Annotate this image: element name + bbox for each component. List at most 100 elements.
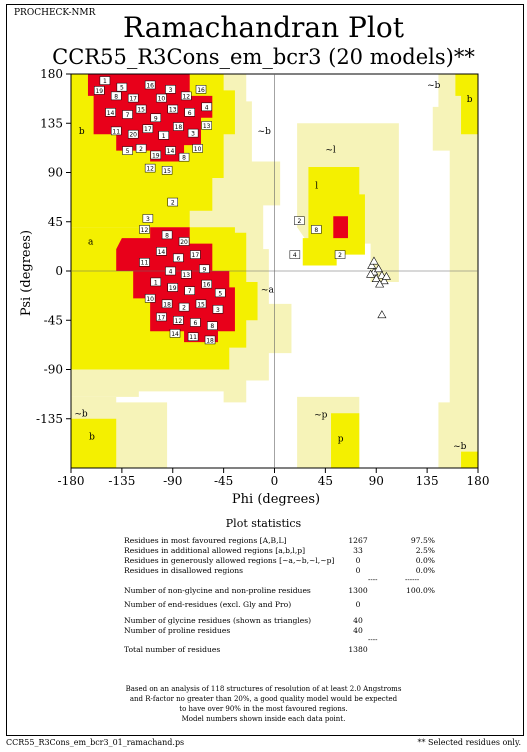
residue-point: 17: [156, 312, 167, 322]
residue-marker: [150, 113, 162, 123]
residue-model-label: 14: [158, 249, 166, 256]
residue-marker: [178, 237, 190, 246]
page-frame: [6, 4, 524, 736]
note-line: Based on an analysis of 118 structures o…: [125, 685, 402, 693]
residue-point: 14: [165, 146, 176, 155]
residue-model-label: 14: [167, 148, 175, 155]
residue-marker: [116, 82, 128, 92]
region-label: ~b: [74, 409, 88, 419]
residue-point: 9: [199, 264, 210, 273]
residue-model-label: 10: [146, 296, 154, 303]
residue-marker: [190, 250, 201, 259]
residue-point: 7: [122, 110, 133, 119]
glycine-triangle: [377, 310, 387, 319]
residue-point: 2: [167, 197, 178, 207]
residue-marker: [178, 152, 190, 162]
residue-marker: [122, 146, 133, 155]
residue-marker: [110, 91, 122, 101]
residue-model-label: 5: [218, 290, 222, 297]
residue-marker: [156, 312, 167, 322]
residue-point: 6: [190, 318, 201, 327]
residue-model-label: 4: [293, 252, 297, 259]
glycine-triangle: [373, 264, 384, 273]
residue-marker: [156, 93, 167, 103]
residue-model-label: 19: [95, 88, 103, 95]
residue-point: 11: [139, 257, 150, 267]
glycine-triangle: [371, 274, 381, 282]
residue-point: 3: [212, 305, 224, 314]
residue-marker: [207, 321, 218, 330]
residue-model-label: 13: [182, 272, 190, 279]
x-tick-label: 180: [467, 474, 490, 488]
x-tick-label: -180: [58, 474, 85, 488]
glycine-triangle: [366, 269, 376, 278]
residue-point: 6: [173, 253, 184, 262]
residue-point: 11: [187, 332, 199, 341]
plot-subtitle: CCR55_R3Cons_em_bcr3 (20 models)**: [52, 45, 475, 69]
residue-model-label: 5: [120, 85, 124, 92]
residue-model-label: 18: [163, 301, 171, 308]
residue-marker: [173, 316, 184, 325]
residue-point: 8: [311, 225, 322, 234]
residue-model-label: 2: [182, 305, 186, 312]
region-label: ~b: [453, 442, 467, 452]
residue-point: 12: [173, 316, 184, 325]
residue-point: 4: [289, 250, 301, 259]
residue-model-label: 1: [103, 78, 107, 85]
x-tick-label: 90: [369, 474, 384, 488]
residue-model-label: 8: [314, 227, 318, 234]
glycine-triangle: [379, 276, 389, 285]
residue-marker: [94, 86, 105, 95]
residue-marker: [181, 91, 192, 101]
residue-point: 12: [144, 163, 156, 173]
residue-point: 15: [195, 299, 207, 309]
residue-marker: [142, 124, 154, 133]
y-tick-label: -45: [44, 313, 63, 327]
residue-marker: [144, 294, 156, 303]
residue-point: 16: [201, 279, 212, 289]
residue-marker: [139, 225, 150, 234]
residue-point: 17: [127, 93, 139, 103]
residue-marker: [135, 104, 147, 114]
x-axis-label: Phi (degrees): [232, 492, 320, 507]
residue-point: 19: [94, 86, 105, 95]
residue-marker: [212, 305, 224, 314]
y-axis-label: Psi (degrees): [19, 230, 34, 316]
residue-model-label: 1: [162, 133, 166, 140]
residue-point: 14: [105, 108, 116, 117]
residue-marker: [178, 302, 190, 312]
residue-marker: [195, 299, 207, 309]
residue-model-label: 12: [182, 93, 190, 100]
residue-model-label: 9: [202, 266, 206, 273]
x-tick-label: 45: [318, 474, 333, 488]
y-tick-label: 90: [48, 166, 63, 180]
region-label: b: [467, 95, 473, 105]
residue-point: 2: [178, 302, 190, 312]
residue-point: 13: [181, 270, 192, 279]
region-label: ~b: [258, 127, 272, 137]
y-tick-label: 180: [40, 67, 63, 81]
residue-point: 2: [135, 144, 147, 153]
residue-point: 3: [165, 85, 176, 94]
axes: -180 -135 -90 -45 0 45 90 135 18018013590450-45-…: [36, 67, 489, 488]
residue-model-label: 14: [171, 331, 179, 338]
residue-point: 10: [156, 93, 167, 103]
residue-marker: [201, 102, 212, 112]
residue-model-label: 18: [206, 337, 214, 344]
glycine-triangle: [369, 256, 379, 265]
residue-model-label: 19: [152, 152, 160, 159]
residue-model-label: 3: [169, 87, 173, 94]
allowed-region: [461, 451, 478, 468]
residue-marker: [161, 230, 173, 240]
residue-marker: [192, 144, 203, 153]
residue-marker: [289, 250, 301, 259]
residue-model-label: 3: [146, 216, 150, 223]
region-label: ~a: [261, 286, 275, 296]
residue-model-label: 10: [158, 96, 166, 103]
residue-marker: [190, 318, 201, 327]
quality-note: Based on an analysis of 118 structures o…: [0, 684, 527, 724]
residue-point: 14: [156, 247, 167, 256]
residue-point: 14: [169, 329, 181, 338]
residue-point: 2: [334, 250, 346, 259]
